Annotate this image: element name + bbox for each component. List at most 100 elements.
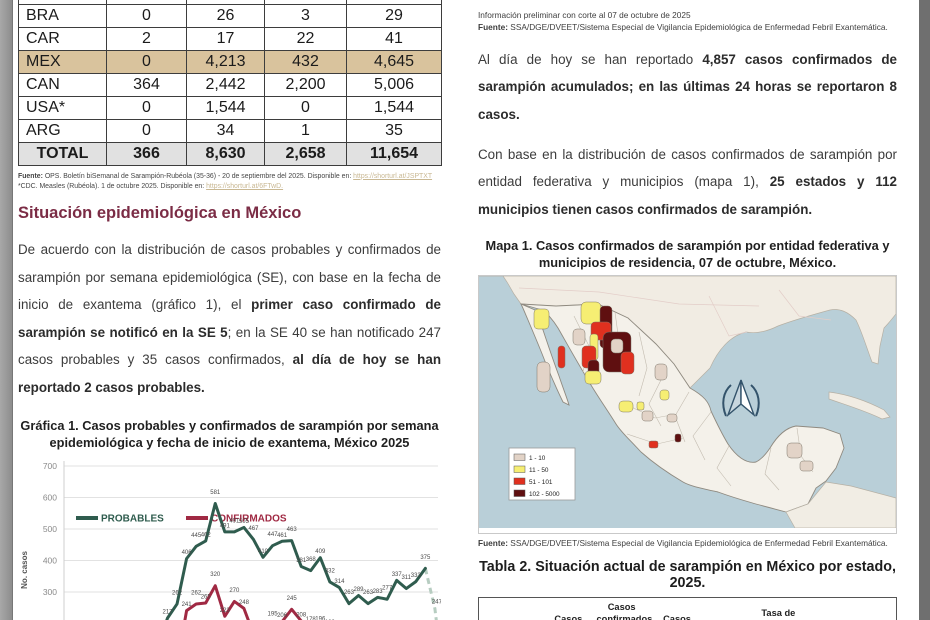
column-header: Defunciones — [706, 597, 753, 620]
page-edge-right — [919, 0, 930, 620]
source-link-2[interactable]: https://shorturl.at/6FTwD. — [206, 183, 284, 191]
svg-text:581: 581 — [210, 490, 221, 496]
svg-text:381: 381 — [296, 558, 307, 564]
table-cell: 1,544 — [346, 95, 442, 120]
text-segment: 25 estados y 112 municipios tienen casos… — [478, 174, 897, 217]
legend-label: 1 - 10 — [529, 455, 546, 462]
map-cuba — [828, 391, 891, 420]
svg-text:CONFIRMADOS: CONFIRMADOS — [211, 514, 287, 525]
states-table: EstadosCasos probables acumuladosCasos c… — [478, 597, 897, 620]
legend-swatch — [513, 477, 526, 485]
svg-text:277: 277 — [382, 586, 393, 592]
left-column: BRA 0 26 3 29 CAR 2 17 22 41 MEX 0 4,213 432 4,645 CAN 3… — [18, 0, 443, 620]
svg-text:368: 368 — [306, 557, 317, 563]
text-segment: ; en la SE 40 se han notificado 247 caso… — [18, 324, 441, 368]
column-header: Casos confirmados acumulados — [647, 597, 707, 620]
table-cell: 366 — [106, 141, 187, 166]
table-cell: 432 — [264, 49, 347, 74]
line-chart: 100200300400500600700No. casosPROBABLESC… — [18, 456, 443, 620]
americas-summary-table: BRA 0 26 3 29 CAR 2 17 22 41 MEX 0 4,213 432 4,645 CAN 3… — [18, 0, 442, 166]
svg-text:409: 409 — [315, 549, 326, 555]
svg-text:262: 262 — [191, 591, 202, 597]
chart-svg: 100200300400500600700No. casosPROBABLESC… — [20, 461, 443, 620]
svg-text:289: 289 — [353, 587, 364, 593]
table-cell: 34 — [186, 118, 265, 143]
table-cell: 4,645 — [346, 49, 442, 74]
svg-text:283: 283 — [373, 589, 384, 595]
source-label: Fuente: — [478, 538, 508, 549]
map-title-line1: Mapa 1. Casos confirmados de sarampión p… — [485, 237, 890, 253]
table-cell: ARG — [18, 118, 107, 143]
map-title-line2: municipios de residencia, 07 de octubre,… — [538, 254, 837, 270]
svg-text:461: 461 — [277, 533, 288, 539]
column-header: Casos confirmados en las últimas 24 hrs — [595, 597, 652, 620]
svg-text:206: 206 — [277, 613, 288, 619]
column-header: Tasa de letalidad — [804, 597, 845, 620]
map-choropleth-municipios — [533, 301, 814, 472]
svg-text:217: 217 — [162, 610, 173, 616]
column-header: Poblaciones — [844, 597, 897, 620]
svg-text:208: 208 — [296, 613, 307, 619]
map-legend: 1 - 10 11 - 50 51 - 101 102 - 5000 — [508, 447, 576, 501]
table-cell: 8,630 — [186, 141, 265, 166]
table-cell: 0 — [106, 3, 187, 28]
table-cell: USA* — [18, 95, 107, 120]
table-cell: 1 — [264, 118, 347, 143]
svg-text:178: 178 — [306, 617, 317, 620]
preliminary-info-note: Información preliminar con corte al 07 d… — [478, 9, 897, 34]
table-cell: CAR — [18, 26, 107, 51]
svg-text:196: 196 — [315, 616, 326, 620]
column-header: Tasa de incidencia x100,000 hab — [752, 597, 805, 620]
column-header: Estados — [478, 597, 542, 620]
table-cell: 2,442 — [186, 72, 265, 97]
table-cell: 35 — [346, 118, 442, 143]
chart-title-line2: epidemiológica y fecha de inicio de exan… — [49, 434, 410, 450]
table2-title: Tabla 2. Situación actual de sarampión e… — [479, 559, 896, 592]
svg-text:No. casos: No. casos — [20, 551, 29, 589]
column-header: Casos probables acumulados — [541, 597, 596, 620]
mexico-map: 1 - 10 11 - 50 51 - 101 102 - 5000 — [478, 275, 897, 535]
table-cell: 0 — [106, 49, 187, 74]
svg-text:400: 400 — [43, 556, 57, 566]
text-segment: De acuerdo con la distribución de casos … — [18, 241, 441, 313]
table-cell: 2,200 — [264, 72, 347, 97]
svg-text:332: 332 — [325, 569, 336, 575]
svg-text:410: 410 — [258, 549, 269, 555]
svg-text:263: 263 — [344, 590, 355, 596]
table-cell: BRA — [18, 3, 107, 28]
source-text: SSA/DGE/DVEET/Sistema Especial de Vigila… — [510, 22, 888, 33]
svg-text:467: 467 — [248, 526, 259, 532]
table-cell: TOTAL — [18, 141, 107, 166]
svg-text:406: 406 — [182, 550, 193, 556]
map-baja-peninsula — [520, 303, 570, 406]
svg-text:375: 375 — [420, 555, 431, 561]
svg-text:314: 314 — [334, 579, 345, 585]
legend-label: 102 - 5000 — [529, 491, 560, 498]
table-row: CAN 364 2,442 2,200 5,006 — [18, 72, 442, 97]
table-cell: 41 — [346, 26, 442, 51]
svg-text:445: 445 — [191, 533, 202, 539]
table-cell: 3 — [264, 3, 347, 28]
text-segment: 4,857 casos confirmados de sarampión acu… — [478, 51, 898, 123]
table1-source-note: Fuente: OPS. Boletín biSemanal de Saramp… — [18, 172, 441, 193]
table-cell: 2 — [106, 26, 187, 51]
table-cell: 26 — [186, 3, 265, 28]
svg-text:333: 333 — [411, 573, 422, 579]
map-title: Mapa 1. Casos confirmados de sarampión p… — [478, 237, 897, 272]
map-svg: 1 - 10 11 - 50 51 - 101 102 - 5000 — [479, 275, 897, 529]
svg-text:265: 265 — [201, 595, 212, 601]
svg-text:263: 263 — [363, 590, 374, 596]
text-segment: Al día de hoy se han reportado — [478, 51, 703, 67]
text-segment: primer caso confirmado de sarampión se n… — [18, 297, 441, 340]
confirmed-cases-paragraph: Al día de hoy se han reportado 4,857 cas… — [478, 46, 897, 129]
source-link-1[interactable]: https://shorturl.at/JSPTXT — [353, 172, 433, 180]
svg-text:505: 505 — [239, 519, 250, 525]
svg-text:262: 262 — [172, 591, 183, 597]
table-row: MEX 0 4,213 432 4,645 — [18, 49, 442, 74]
states-municipios-paragraph: Con base en la distribución de casos con… — [478, 141, 897, 224]
svg-text:463: 463 — [287, 527, 298, 533]
svg-text:491: 491 — [220, 523, 231, 529]
source-text-2: *CDC. Measles (Rubéola). 1 de octubre 20… — [18, 183, 205, 191]
table-cell: 4,213 — [186, 49, 265, 74]
